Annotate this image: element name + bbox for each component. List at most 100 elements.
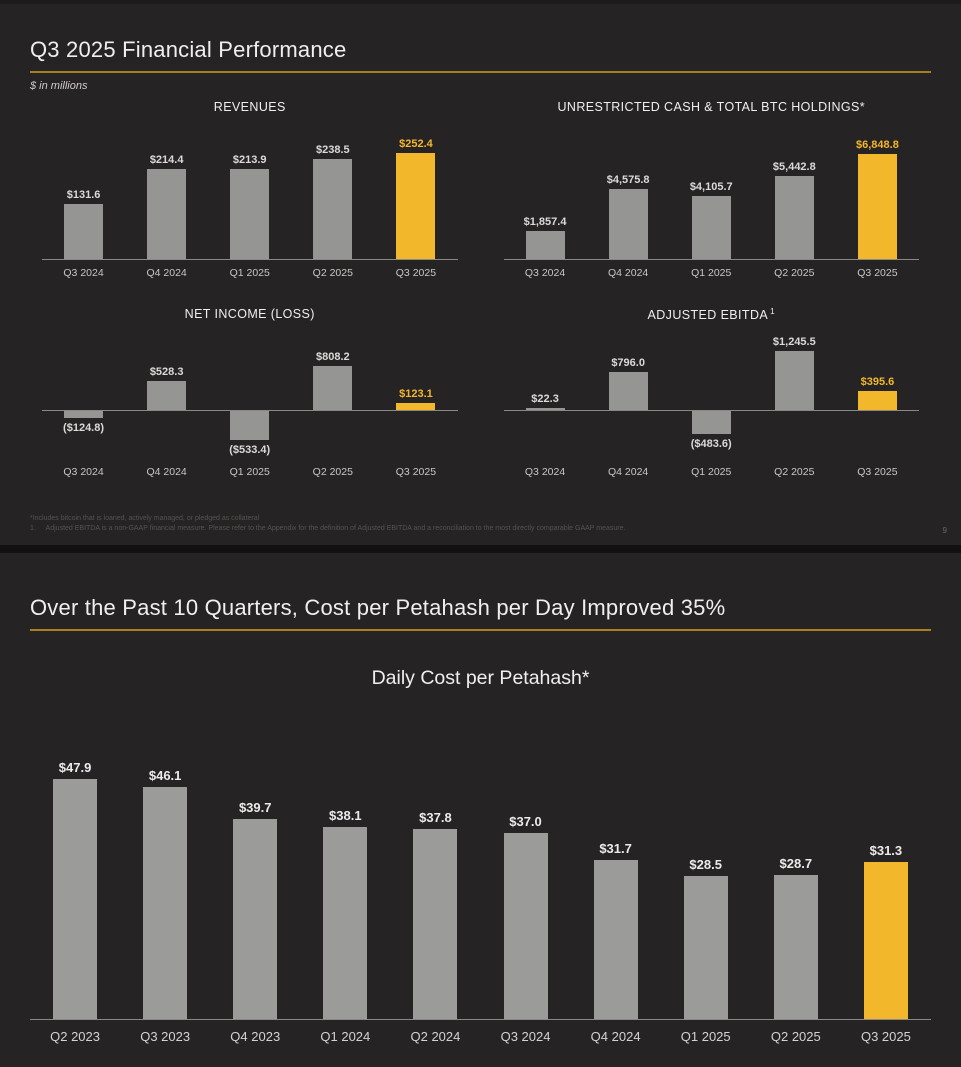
net-income-loss-title: NET INCOME (LOSS): [184, 307, 315, 321]
footnote-ebitda-non-gaap: 1. Adjusted EBITDA is a non-GAAP financi…: [30, 524, 626, 532]
cash-btc-holdings-value-label-q3-2024: $1,857.4: [523, 216, 567, 228]
revenues-title: REVENUES: [213, 100, 286, 114]
daily-cost-per-petahash-bar-q3-2023: [143, 787, 188, 1019]
daily-cost-per-petahash-category-label-q2-2023: Q2 2023: [50, 1029, 100, 1044]
net-income-loss-category-axis: Q3 2024 Q4 2024 Q1 2025 Q2 2025 Q3 2025: [42, 466, 458, 480]
cash-btc-holdings-category-axis: Q3 2024 Q4 2024 Q1 2025 Q2 2025 Q3 2025: [504, 267, 920, 281]
daily-cost-per-petahash-category-label-q1-2024: Q1 2024: [320, 1029, 371, 1044]
net-income-loss-negative-area: ($124.8) ($533.4): [42, 411, 458, 459]
net-income-loss-value-label-q3-2024: ($124.8): [63, 422, 105, 434]
adjusted-ebitda-title: ADJUSTED EBITDA 1: [647, 307, 775, 323]
daily-cost-per-petahash-bar-q3-2024: [503, 833, 548, 1019]
adjusted-ebitda-bar-q2-2025: [774, 351, 814, 410]
daily-cost-per-petahash-bar-q1-2024: [323, 827, 368, 1019]
daily-cost-per-petahash-value-label-q4-2024: $31.7: [599, 841, 632, 856]
cash-btc-holdings-category-label-q3-2024: Q3 2024: [524, 267, 566, 279]
daily-cost-per-petahash-value-label-q3-2023: $46.1: [148, 768, 182, 783]
daily-cost-per-petahash-bar-q4-2024: [593, 860, 638, 1019]
page-number: 9: [942, 526, 947, 535]
cash-btc-holdings-bar-q2-2025: [774, 176, 814, 259]
daily-cost-chart-title: Daily Cost per Petahash*: [371, 667, 590, 689]
adjusted-ebitda-category-label-q2-2025: Q2 2025: [774, 466, 815, 478]
revenues-category-label-q1-2025: Q1 2025: [229, 267, 270, 279]
cash-btc-holdings-chart: UNRESTRICTED CASH & TOTAL BTC HOLDINGS* $…: [492, 100, 932, 281]
revenues-value-label-q2-2025: $238.5: [316, 144, 350, 156]
daily-cost-per-petahash-category-label-q2-2025: Q2 2025: [770, 1029, 821, 1044]
daily-cost-per-petahash-category-label-q3-2023: Q3 2023: [140, 1029, 191, 1044]
net-income-loss-value-label-q1-2025: ($533.4): [229, 444, 271, 456]
adjusted-ebitda-value-label-q2-2025: $1,245.5: [772, 336, 816, 348]
net-income-loss-positive-area: $528.3 $808.2 $123.1: [42, 333, 458, 410]
daily-cost-per-petahash-category-axis: Q2 2023 Q3 2023 Q4 2023 Q1 2024 Q2 2024 Q3 20…: [30, 1029, 931, 1045]
slide1-title-underline: [30, 71, 931, 73]
net-income-loss-value-label-q3-2025: $123.1: [399, 388, 433, 400]
daily-cost-per-petahash-value-label-q3-2025: $31.3: [869, 843, 903, 858]
net-income-loss-category-label-q2-2025: Q2 2025: [312, 466, 353, 478]
cash-btc-holdings-value-label-q3-2025: $6,848.8: [856, 139, 899, 151]
adjusted-ebitda-bar-q4-2024: [608, 372, 648, 410]
net-income-loss-bar-q1-2025: [230, 411, 270, 440]
daily-cost-per-petahash-bar-q2-2024: [413, 829, 458, 1019]
adjusted-ebitda-value-label-q4-2024: $796.0: [611, 357, 645, 369]
revenues-value-label-q4-2024: $214.4: [149, 154, 184, 166]
slide2-title: Over the Past 10 Quarters, Cost per Peta…: [30, 595, 726, 620]
revenues-value-label-q3-2024: $131.6: [66, 189, 101, 201]
net-income-loss-bar-q3-2025: [396, 403, 436, 410]
slide-cost-per-petahash: Over the Past 10 Quarters, Cost per Peta…: [0, 553, 961, 1067]
net-income-loss-baseline: [42, 410, 458, 411]
adjusted-ebitda-value-label-q3-2025: $395.6: [860, 376, 895, 388]
net-income-loss-value-label-q2-2025: $808.2: [316, 351, 350, 363]
cash-btc-holdings-category-label-q3-2025: Q3 2025: [857, 267, 898, 279]
daily-cost-per-petahash-bar-q1-2025: [683, 876, 728, 1019]
daily-cost-per-petahash-value-label-q3-2024: $37.0: [509, 814, 542, 829]
adjusted-ebitda-positive-area: $22.3 $796.0 $1,245.5 $395.6: [504, 333, 920, 410]
daily-cost-per-petahash-value-label-q1-2025: $28.5: [689, 857, 722, 872]
daily-cost-per-petahash-bar-q2-2023: [53, 779, 98, 1019]
revenues-bar-q1-2025: [230, 169, 270, 259]
revenues-bar-q2-2025: [313, 159, 353, 259]
adjusted-ebitda-category-label-q3-2024: Q3 2024: [524, 466, 566, 478]
adjusted-ebitda-category-label-q4-2024: Q4 2024: [607, 466, 649, 478]
net-income-loss-chart: NET INCOME (LOSS) $528.3 $808.2 $123.1 ($124…: [30, 307, 470, 480]
revenues-category-label-q3-2025: Q3 2025: [395, 267, 437, 279]
cash-btc-holdings-title: UNRESTRICTED CASH & TOTAL BTC HOLDINGS*: [557, 100, 866, 114]
daily-cost-per-petahash-value-label-q2-2023: $47.9: [58, 760, 92, 775]
cash-btc-holdings-bar-q4-2024: [608, 189, 648, 259]
adjusted-ebitda-bar-q3-2025: [857, 391, 897, 410]
net-income-loss-category-label-q3-2025: Q3 2025: [395, 466, 437, 478]
daily-cost-per-petahash-category-label-q3-2024: Q3 2024: [500, 1029, 551, 1044]
cash-btc-holdings-positive-area: $1,857.4 $4,575.8 $4,105.7 $5,442.8 $6,848.8: [504, 126, 920, 259]
cash-btc-holdings-category-label-q4-2024: Q4 2024: [607, 267, 649, 279]
slide1-title: Q3 2025 Financial Performance: [30, 37, 347, 62]
footnotes: *Includes bitcoin that is loaned, active…: [30, 514, 931, 534]
charts-grid: REVENUES $131.6 $214.4 $213.9 $238.5 $252.4 Q3…: [30, 100, 931, 480]
footnote-btc-collateral: *Includes bitcoin that is loaned, active…: [30, 515, 260, 522]
cash-btc-holdings-value-label-q2-2025: $5,442.8: [772, 161, 816, 173]
cash-btc-holdings-value-label-q1-2025: $4,105.7: [689, 181, 733, 193]
adjusted-ebitda-category-axis: Q3 2024 Q4 2024 Q1 2025 Q2 2025 Q3 2025: [504, 466, 920, 480]
net-income-loss-category-label-q4-2024: Q4 2024: [146, 466, 187, 478]
revenues-value-label-q1-2025: $213.9: [232, 154, 267, 166]
units-note: $ in millions: [30, 80, 88, 92]
slide2-title-underline: [30, 629, 931, 631]
net-income-loss-category-label-q1-2025: Q1 2025: [229, 466, 270, 478]
revenues-bar-q4-2024: [147, 169, 187, 259]
net-income-loss-category-label-q3-2024: Q3 2024: [63, 466, 104, 478]
slide-q3-financial-performance: Q3 2025 Financial Performance $ in milli…: [0, 0, 961, 545]
net-income-loss-bar-q3-2024: [64, 411, 104, 418]
daily-cost-per-petahash-value-label-q2-2024: $37.8: [419, 810, 452, 825]
revenues-category-label-q4-2024: Q4 2024: [146, 267, 187, 279]
adjusted-ebitda-bar-q3-2024: [525, 408, 565, 410]
daily-cost-per-petahash-bar-q3-2025: [863, 862, 908, 1019]
revenues-bar-q3-2024: [64, 204, 104, 259]
daily-cost-per-petahash-category-label-q4-2023: Q4 2023: [230, 1029, 281, 1044]
slide-divider: [0, 545, 961, 553]
daily-cost-per-petahash-value-label-q2-2025: $28.7: [779, 856, 813, 871]
adjusted-ebitda-negative-area: ($483.6): [504, 411, 920, 459]
revenues-category-label-q2-2025: Q2 2025: [312, 267, 353, 279]
cash-btc-holdings-baseline: [503, 259, 919, 260]
net-income-loss-bar-q2-2025: [313, 366, 353, 410]
revenues-baseline: [42, 259, 458, 260]
daily-cost-per-petahash-chart: $47.9 $46.1 $39.7 $38.1 $37.8 $37.0 $31.7 $28.5…: [30, 760, 931, 1045]
cash-btc-holdings-category-label-q1-2025: Q1 2025: [691, 267, 732, 279]
